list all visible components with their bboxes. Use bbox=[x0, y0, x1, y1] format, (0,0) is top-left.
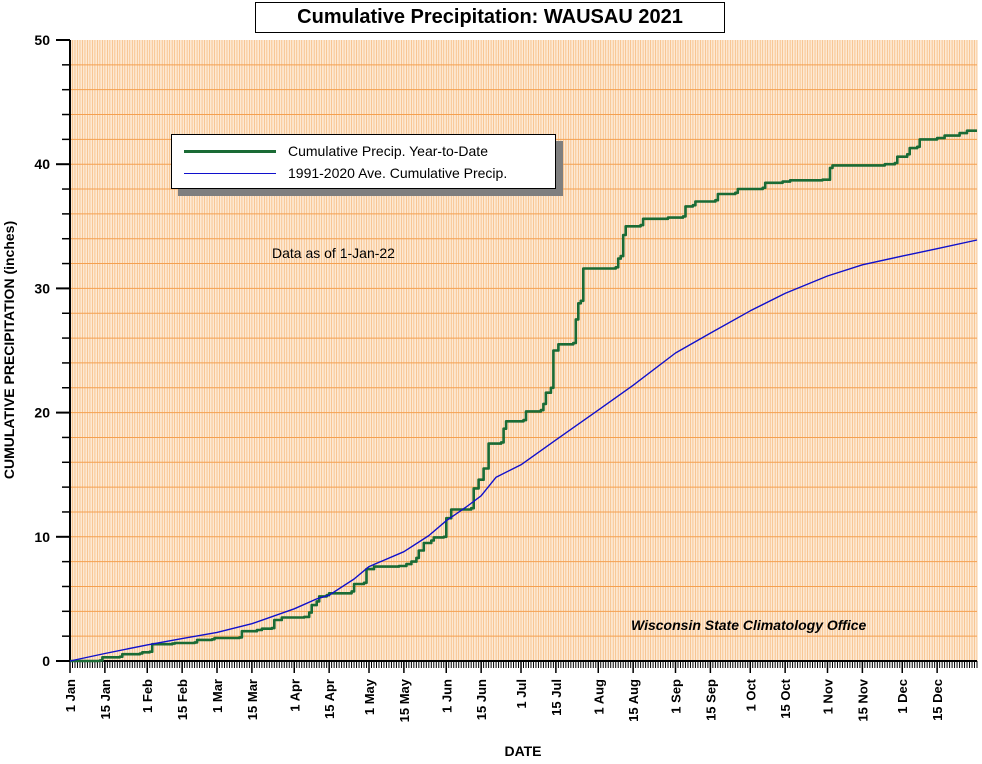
x-tick-label: 1 May bbox=[362, 678, 377, 715]
x-tick-label: 1 Jan bbox=[63, 679, 78, 712]
x-tick-label: 15 Jun bbox=[474, 679, 489, 720]
x-tick-label: 1 Jun bbox=[439, 679, 454, 713]
x-tick-label: 1 Mar bbox=[210, 679, 225, 713]
x-tick-label: 15 Nov bbox=[855, 678, 870, 721]
x-tick-label: 1 Jul bbox=[514, 679, 529, 709]
legend: Cumulative Precip. Year-to-Date 1991-202… bbox=[171, 134, 556, 189]
y-tick-label: 20 bbox=[34, 405, 50, 421]
x-tick-label: 15 Jul bbox=[549, 679, 564, 716]
series-line-ytd bbox=[70, 129, 977, 663]
y-tick-label: 50 bbox=[34, 32, 50, 48]
x-tick-label: 1 Sep bbox=[668, 679, 683, 714]
y-tick-label: 30 bbox=[34, 280, 50, 296]
x-tick-label: 15 Oct bbox=[778, 678, 793, 718]
legend-swatch-average bbox=[184, 172, 276, 174]
x-axis-ticks: 1 Jan 15 Jan 1 Feb 15 Feb 1 Mar 15 Mar 1 Apr 15… bbox=[63, 661, 978, 722]
x-tick-label: 15 May bbox=[397, 678, 412, 722]
legend-item-ytd: Cumulative Precip. Year-to-Date bbox=[172, 141, 488, 161]
x-tick-label: 15 Apr bbox=[322, 679, 337, 719]
x-tick-label: 1 Oct bbox=[743, 678, 758, 711]
x-tick-label: 15 Feb bbox=[175, 679, 190, 720]
legend-label-average: 1991-2020 Ave. Cumulative Precip. bbox=[288, 165, 508, 181]
legend-label-ytd: Cumulative Precip. Year-to-Date bbox=[288, 143, 488, 159]
x-tick-label: 1 Apr bbox=[287, 679, 302, 712]
x-axis-label: DATE bbox=[504, 743, 541, 759]
y-axis-label: CUMULATIVE PRECIPITATION (inches) bbox=[1, 221, 17, 479]
x-tick-label: 15 Mar bbox=[245, 679, 260, 720]
legend-swatch-ytd bbox=[184, 149, 276, 153]
legend-item-average: 1991-2020 Ave. Cumulative Precip. bbox=[172, 163, 507, 183]
series-line-average bbox=[69, 239, 978, 662]
x-tick-label: 1 Nov bbox=[820, 678, 835, 714]
horizontal-gridlines bbox=[70, 64, 977, 637]
x-tick-label: 15 Sep bbox=[703, 679, 718, 721]
source-credit: Wisconsin State Climatology Office bbox=[631, 617, 867, 633]
data-as-of-note: Data as of 1-Jan-22 bbox=[272, 245, 395, 261]
y-tick-label: 40 bbox=[34, 156, 50, 172]
chart-title: Cumulative Precipitation: WAUSAU 2021 bbox=[255, 2, 725, 33]
x-tick-label: 15 Jan bbox=[98, 679, 113, 720]
x-tick-label: 1 Feb bbox=[140, 679, 155, 713]
x-tick-label: 1 Dec bbox=[895, 679, 910, 714]
x-tick-label: 15 Aug bbox=[626, 679, 641, 722]
y-axis-ticks: 0 10 20 30 40 50 bbox=[34, 32, 70, 669]
x-tick-label: 15 Dec bbox=[930, 679, 945, 721]
series-lines bbox=[69, 129, 978, 663]
x-tick-label: 1 Aug bbox=[591, 679, 606, 715]
y-tick-label: 0 bbox=[42, 653, 50, 669]
y-tick-label: 10 bbox=[34, 529, 50, 545]
